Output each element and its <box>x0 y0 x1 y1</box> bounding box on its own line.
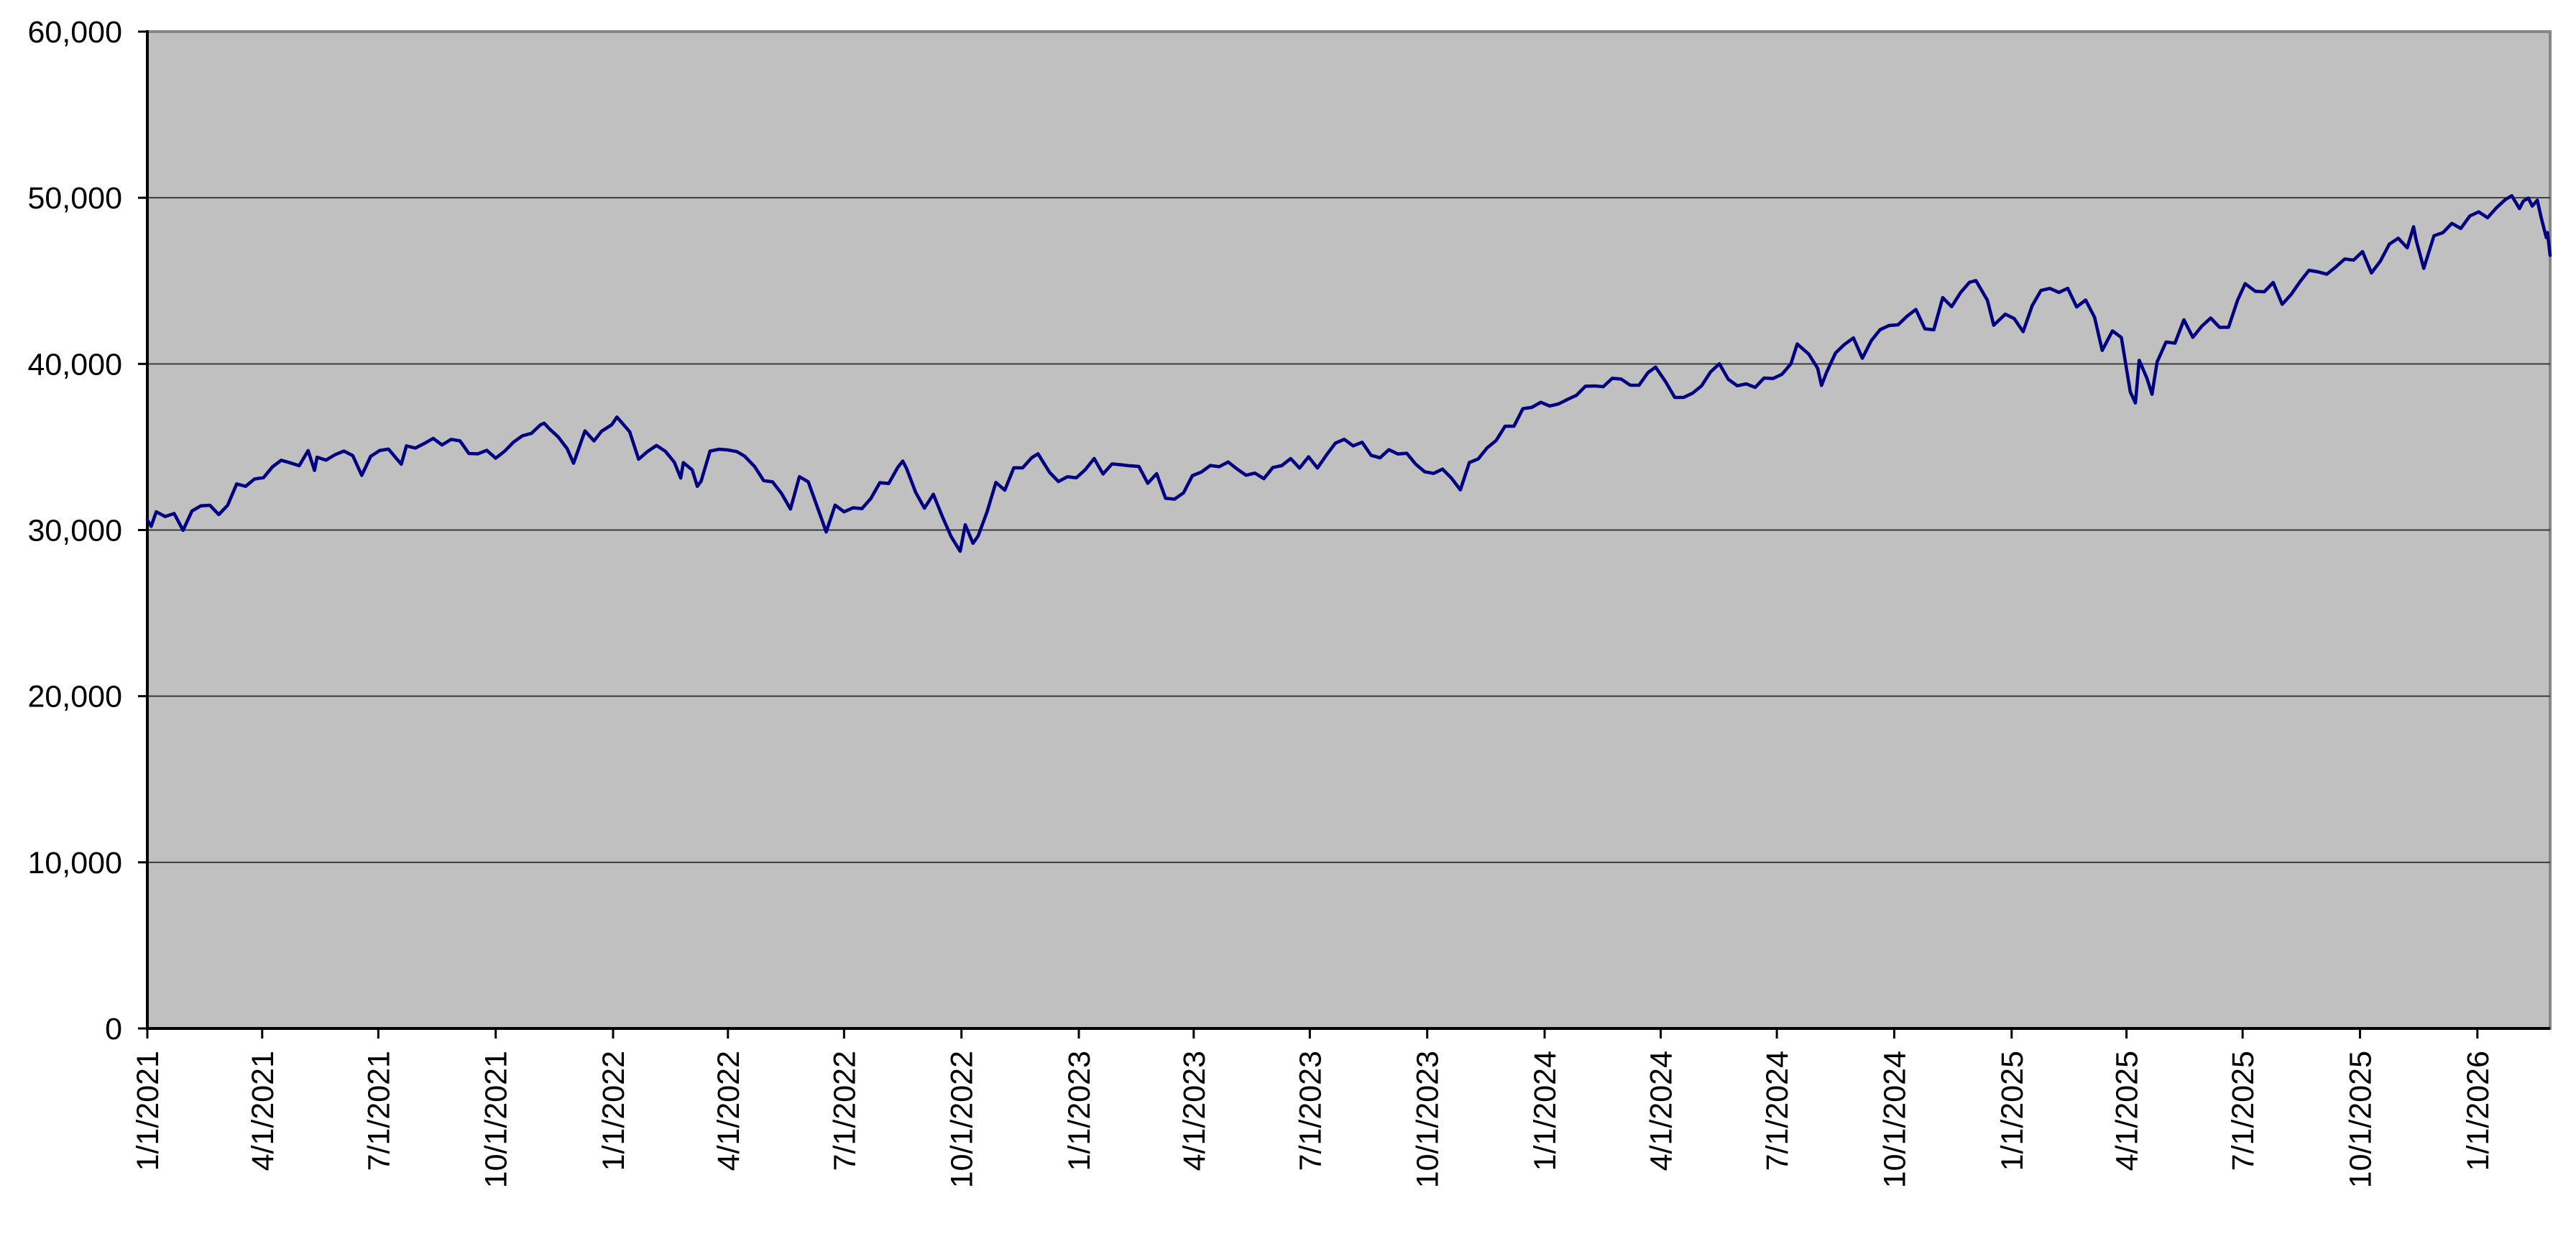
x-axis-tick-label: 1/1/2026 <box>2461 1051 2496 1171</box>
x-axis-tick-label: 10/1/2021 <box>479 1051 514 1188</box>
x-axis-tick-label: 10/1/2023 <box>1411 1051 1445 1188</box>
y-axis-tick-label: 0 <box>105 1012 122 1046</box>
x-axis-tick-label: 1/1/2024 <box>1528 1051 1563 1171</box>
x-axis-tick-label: 4/1/2024 <box>1644 1051 1679 1171</box>
x-axis-tick-label: 1/1/2025 <box>1995 1051 2030 1171</box>
x-axis-tick-label: 1/1/2022 <box>597 1051 631 1171</box>
series-line <box>145 194 2552 553</box>
y-axis-tick-label: 20,000 <box>27 680 122 714</box>
y-axis-tick-label: 40,000 <box>27 347 122 382</box>
x-axis-tick-label: 7/1/2024 <box>1760 1051 1795 1171</box>
x-axis-tick-label: 7/1/2023 <box>1293 1051 1328 1171</box>
x-axis-tick-label: 10/1/2024 <box>1877 1051 1912 1188</box>
y-axis-tick-label: 60,000 <box>27 15 122 50</box>
x-axis-tick-label: 4/1/2021 <box>246 1051 280 1171</box>
x-axis-tick-label: 1/1/2023 <box>1062 1051 1097 1171</box>
x-axis-tick-label: 10/1/2022 <box>945 1051 980 1188</box>
y-axis-tick-label: 30,000 <box>27 514 122 548</box>
x-axis-tick-label: 1/1/2021 <box>131 1051 165 1171</box>
x-axis-tick-label: 4/1/2022 <box>712 1051 746 1171</box>
x-axis-tick-label: 4/1/2025 <box>2110 1051 2145 1171</box>
y-axis-tick-label: 50,000 <box>27 181 122 216</box>
y-axis-tick-label: 10,000 <box>27 846 122 880</box>
x-axis-tick-label: 4/1/2023 <box>1177 1051 1212 1171</box>
x-axis-tick-label: 7/1/2022 <box>827 1051 862 1171</box>
x-axis-tick-label: 7/1/2021 <box>362 1051 396 1171</box>
x-axis-tick-label: 7/1/2025 <box>2226 1051 2260 1171</box>
x-axis-tick-label: 10/1/2025 <box>2343 1051 2378 1188</box>
